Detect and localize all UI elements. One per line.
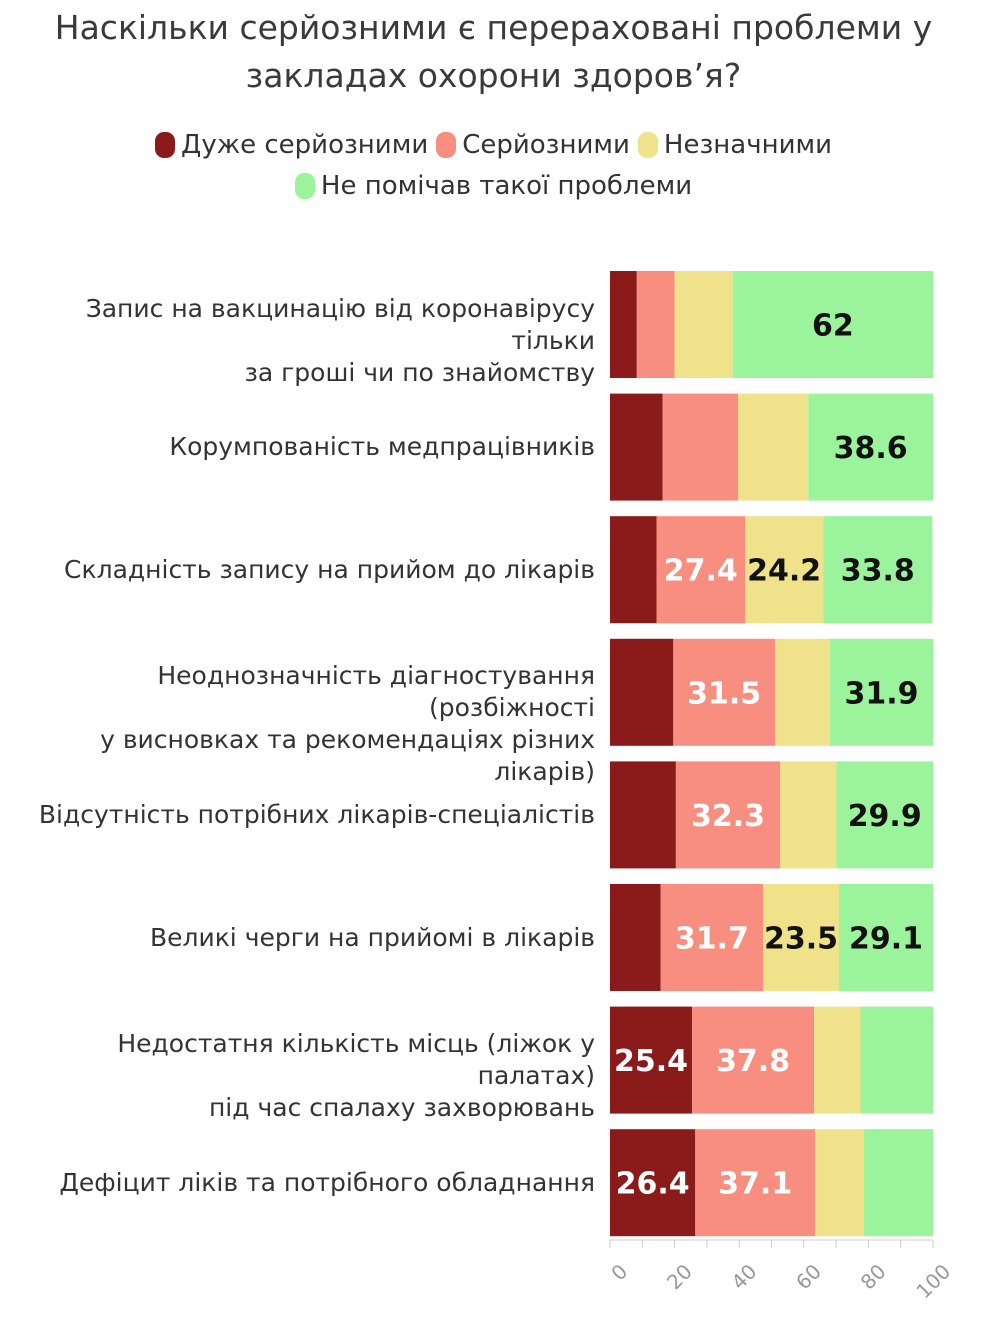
chart-title: Наскільки серйозними є перераховані проб…: [0, 4, 987, 100]
category-label: Дефіцит ліків та потрібного обладнання: [0, 1167, 595, 1199]
legend-swatch-not-noticed: [294, 172, 315, 199]
category-label: Відсутність потрібних лікарів-спеціаліст…: [0, 799, 595, 831]
x-tick-label: 40: [727, 1259, 762, 1294]
bar-segment: [610, 638, 674, 746]
bar-segment: [815, 1129, 864, 1237]
legend-row-1: Дуже серйозними Серйозними Незначними: [0, 124, 987, 165]
category-label-line: Корумпованість медпрацівників: [169, 432, 595, 462]
category-label-line: Відсутність потрібних лікарів-спеціаліст…: [38, 799, 595, 829]
legend: Дуже серйозними Серйозними Незначними Не…: [0, 124, 987, 206]
category-label-line: Неоднозначність діагностування (розбіжно…: [157, 661, 595, 723]
bar-segment: [823, 516, 933, 624]
bar-segment: [763, 884, 840, 991]
category-label: Корумпованість медпрацівників: [0, 431, 595, 463]
category-label: Запис на вакцинацію від коронавірусу тіл…: [0, 293, 595, 389]
bar-value-label: 24.2: [747, 554, 821, 589]
bar-value-label: 27.4: [664, 554, 738, 589]
bar-value-label: 29.1: [849, 922, 923, 957]
bar-segment: [814, 1006, 861, 1114]
category-label: Великі черги на прийомі в лікарів: [0, 922, 595, 954]
legend-swatch-minor: [637, 131, 658, 158]
category-label: Складність запису на прийом до лікарів: [0, 554, 595, 586]
bar-segment: [610, 271, 637, 378]
bar-segment: [745, 516, 824, 624]
bar-segment: [829, 638, 933, 746]
bar-segment: [656, 516, 746, 624]
bar-segment: [780, 761, 837, 869]
bar-segment: [610, 1129, 696, 1237]
bar-segment: [674, 271, 733, 378]
legend-item-minor[interactable]: Незначними: [637, 129, 832, 160]
bar-value-label: 31.5: [687, 676, 761, 711]
bar-segment: [860, 1006, 933, 1114]
bar-segment: [836, 761, 933, 869]
bar-value-label: 62: [812, 309, 854, 344]
legend-item-serious[interactable]: Серйозними: [436, 130, 630, 160]
category-label-line: у висновках та рекомендаціях різних ліка…: [100, 725, 595, 787]
category-label: Недостатня кількість місць (ліжок у пала…: [0, 1028, 595, 1124]
chart-title-line-2: закладах охорони здоров’я?: [245, 56, 742, 95]
legend-label-not-noticed: Не помічав такої проблеми: [320, 170, 693, 201]
category-label-line: Складність запису на прийом до лікарів: [64, 554, 595, 584]
x-tick-label: 60: [791, 1259, 826, 1294]
bar-value-label: 29.9: [848, 799, 922, 834]
x-tick-label: 100: [911, 1259, 955, 1303]
bar-segment: [610, 884, 661, 991]
bar-segment: [732, 271, 933, 378]
legend-item-very-serious[interactable]: Дуже серйозними: [155, 130, 428, 160]
x-tick-label: 0: [606, 1259, 632, 1285]
bar-segment: [610, 393, 663, 501]
legend-swatch-very-serious: [155, 131, 175, 158]
bar-value-label: 38.6: [834, 431, 908, 466]
bar-segment: [610, 1006, 693, 1114]
bar-value-label: 25.4: [614, 1044, 688, 1079]
x-tick-label: 20: [662, 1259, 697, 1294]
bar-segment: [808, 393, 933, 501]
x-tick-label: 80: [856, 1259, 891, 1294]
chart-title-line-1: Наскільки серйозними є перераховані проб…: [54, 8, 933, 47]
category-label: Неоднозначність діагностування (розбіжно…: [0, 660, 595, 788]
category-label-line: Великі черги на прийомі в лікарів: [149, 922, 595, 952]
bar-value-label: 26.4: [616, 1167, 690, 1202]
bar-segment: [695, 1129, 816, 1237]
bar-value-label: 23.5: [764, 922, 838, 957]
legend-label-minor: Незначними: [663, 129, 832, 160]
legend-item-not-noticed[interactable]: Не помічав такої проблеми: [294, 170, 693, 201]
bar-segment: [662, 393, 739, 501]
bar-value-label: 32.3: [691, 799, 765, 834]
bar-segment: [692, 1006, 815, 1114]
bar-segment: [673, 638, 776, 746]
category-label-line: Недостатня кількість місць (ліжок у пала…: [117, 1029, 595, 1091]
bar-segment: [610, 761, 676, 869]
category-label-line: Запис на вакцинацію від коронавірусу тіл…: [85, 293, 595, 355]
bar-segment: [775, 638, 830, 746]
legend-row-2: Не помічав такої проблеми: [0, 165, 987, 206]
bar-segment: [660, 884, 764, 991]
bar-segment: [839, 884, 933, 991]
category-label-line: за гроші чи по знайомству: [244, 357, 595, 387]
legend-label-serious: Серйозними: [462, 129, 630, 160]
bar-value-label: 33.8: [841, 554, 915, 589]
bar-value-label: 37.1: [718, 1167, 792, 1202]
bar-value-label: 31.9: [844, 676, 918, 711]
bar-segment: [675, 761, 781, 869]
bar-segment: [863, 1129, 933, 1237]
bar-value-label: 37.8: [716, 1044, 790, 1079]
legend-label-very-serious: Дуже серйозними: [181, 129, 429, 160]
bar-segment: [610, 516, 657, 624]
category-label-line: Дефіцит ліків та потрібного обладнання: [59, 1167, 595, 1197]
legend-swatch-serious: [436, 131, 457, 158]
category-label-line: під час спалаху захворювань: [208, 1093, 595, 1123]
bar-segment: [636, 271, 675, 378]
bar-value-label: 31.7: [675, 922, 749, 957]
bar-segment: [738, 393, 809, 501]
